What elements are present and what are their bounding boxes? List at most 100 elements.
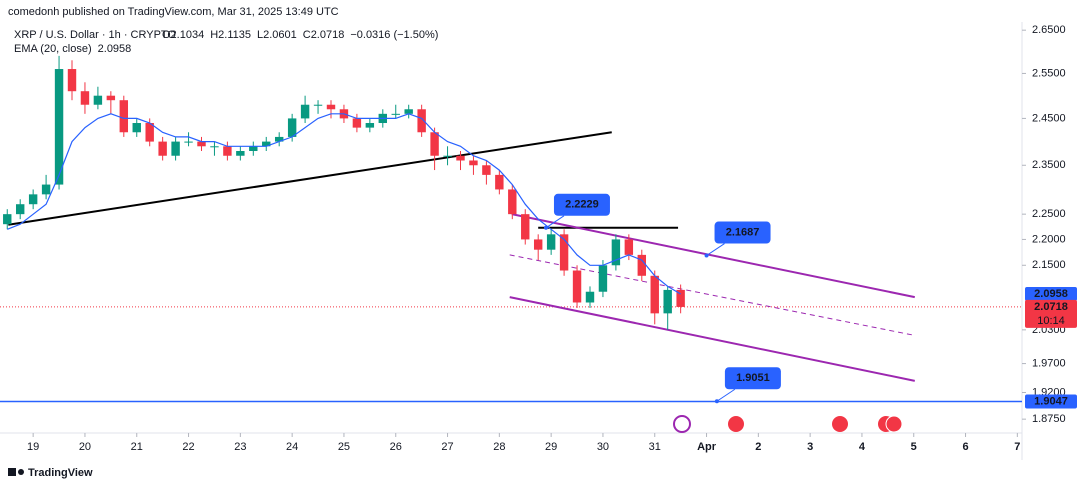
price-tag-label: 2.0958 [1034, 288, 1068, 300]
annotation-point [543, 225, 548, 230]
candle-body [262, 141, 271, 147]
y-tick-label: 2.5500 [1032, 67, 1066, 79]
annotation-label: 2.1687 [726, 226, 760, 238]
candle-body [585, 291, 595, 303]
candle-body [650, 275, 659, 314]
candle-body [508, 189, 517, 215]
annotation-point [704, 253, 709, 258]
ohlc-value: O2.1034 [162, 29, 204, 41]
price-tag-countdown: 10:14 [1037, 315, 1065, 327]
candle-body [521, 214, 530, 240]
candle-body [67, 69, 77, 92]
candle-body [469, 160, 478, 166]
candle-body [417, 109, 426, 133]
y-tick-label: 2.2000 [1032, 233, 1066, 245]
candle-body [41, 184, 51, 195]
y-tick-label: 1.8750 [1032, 413, 1066, 425]
candle-body [3, 214, 12, 225]
x-tick-label: 7 [1014, 441, 1020, 453]
footer-brand: TradingView [28, 467, 93, 479]
candle-body [676, 289, 685, 307]
x-tick-label: Apr [697, 441, 717, 453]
candle-body [559, 234, 569, 271]
candle-body [106, 95, 116, 101]
y-tick-label: 2.1500 [1032, 259, 1066, 271]
publish-info: comedonh published on TradingView.com, M… [8, 6, 339, 18]
price-tag-label: 1.9047 [1034, 395, 1068, 407]
candle-body [93, 95, 103, 105]
candle-body [482, 165, 491, 175]
candle-body [598, 265, 608, 292]
candle-body [326, 104, 336, 110]
x-tick-label: 2 [755, 441, 761, 453]
ohlc-value: H2.1135 [210, 29, 251, 41]
candle-body [624, 239, 634, 255]
trend-line [8, 131, 612, 226]
candle-body [300, 104, 310, 119]
ohlc-value: C2.0718 [303, 29, 345, 41]
x-tick-label: 3 [807, 441, 813, 453]
candle-body [611, 239, 621, 266]
candle-body [80, 91, 90, 105]
ohlc-value: L2.0601 [257, 29, 297, 41]
annotation-box [553, 193, 610, 216]
annotation-pointer [706, 243, 725, 256]
trend-line [511, 213, 915, 299]
x-tick-label: 24 [286, 441, 298, 453]
price-tag [1025, 394, 1077, 409]
candle-body [404, 109, 413, 114]
x-tick-label: 31 [649, 441, 661, 453]
x-tick-label: 21 [131, 441, 143, 453]
price-tag [1025, 286, 1077, 301]
candle-body [391, 113, 400, 115]
candle-body [236, 151, 245, 156]
price-tag [1025, 299, 1077, 328]
candle-body [54, 69, 64, 185]
candle-body [637, 254, 647, 276]
x-tick-label: 5 [911, 441, 917, 453]
candle-body [158, 141, 167, 156]
annotation-pointer [545, 215, 565, 229]
trend-line [509, 296, 915, 382]
candle-body [365, 123, 375, 128]
x-tick-label: 25 [338, 441, 350, 453]
candle-body [572, 270, 582, 303]
candle-body [456, 155, 465, 161]
candle-body [663, 289, 672, 314]
x-tick-label: 20 [79, 441, 91, 453]
candle-body [495, 174, 504, 190]
trend-line [509, 254, 915, 336]
logo [8, 468, 24, 476]
y-tick-label: 1.9700 [1032, 357, 1066, 369]
ema-value: 2.0958 [98, 43, 132, 55]
x-tick-label: 22 [182, 441, 194, 453]
x-tick-label: 6 [962, 441, 968, 453]
candle-body [132, 123, 141, 133]
candle-body [210, 146, 219, 148]
annotation-label: 2.2229 [565, 199, 599, 211]
symbol: XRP / U.S. Dollar · 1h · CRYPTO [14, 29, 176, 41]
y-tick-label: 2.4500 [1032, 112, 1066, 124]
candle-body [533, 239, 543, 250]
x-tick-label: 28 [493, 441, 505, 453]
y-tick-label: 2.3500 [1032, 159, 1066, 171]
candle-body [249, 146, 258, 152]
y-tick-label: 2.6500 [1032, 24, 1066, 36]
candle-body [184, 141, 193, 143]
candle-body [443, 155, 452, 157]
candle-body [546, 234, 556, 250]
candle-body [274, 136, 284, 142]
annotation-box [714, 221, 771, 244]
annotation-label: 1.9051 [736, 372, 770, 384]
x-tick-label: 26 [390, 441, 402, 453]
ohlc-value: −0.0316 (−1.50%) [350, 29, 438, 41]
candle-body [145, 123, 154, 142]
x-tick-label: 19 [27, 441, 39, 453]
event-icons [673, 415, 903, 433]
candle-body [28, 194, 38, 205]
candle-body [197, 141, 206, 147]
x-tick-label: 4 [859, 441, 866, 453]
candle-body [223, 146, 232, 156]
ema-line [7, 113, 681, 295]
